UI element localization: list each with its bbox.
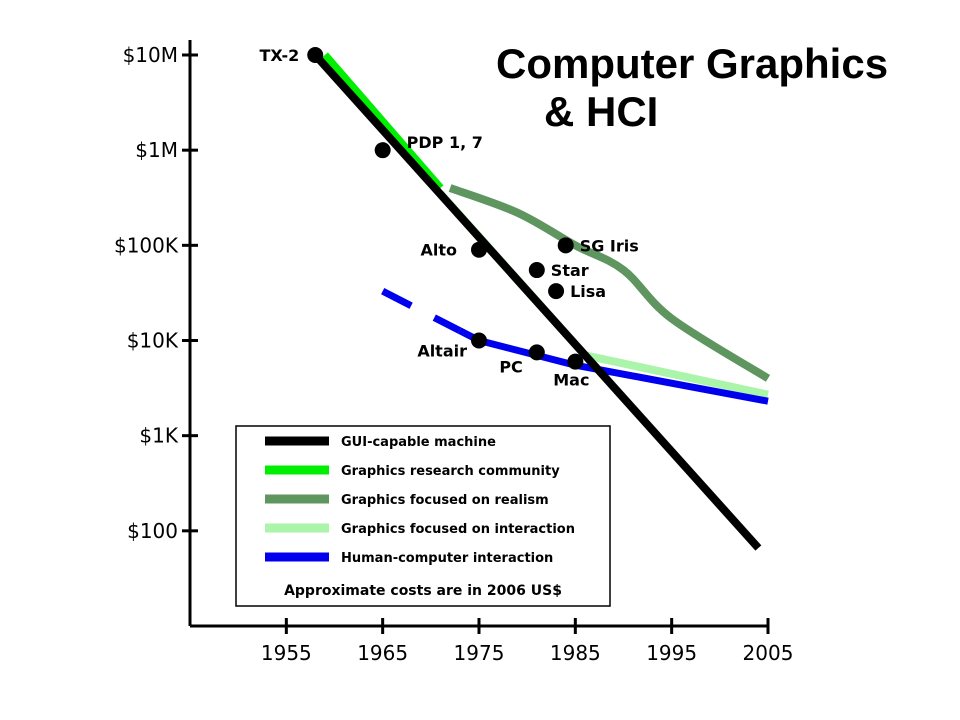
series-line-gui-capable-machine — [312, 52, 762, 551]
point-sg-iris — [557, 237, 574, 254]
point-alto — [471, 241, 487, 258]
chart-title-line-2: & HCI — [544, 88, 658, 135]
y-tick-label: $10K — [127, 329, 179, 353]
legend-entry: GUI-capable machine — [341, 435, 496, 450]
y-tick-label: $1K — [139, 424, 178, 448]
point-label-alto: Alto — [420, 241, 457, 260]
legend-box — [235, 425, 611, 607]
x-tick-label: 2005 — [743, 641, 794, 665]
legend-entry: Graphics focused on interaction — [341, 522, 575, 537]
y-tick-label: $100K — [114, 233, 179, 257]
x-tick-label: 1985 — [550, 641, 601, 665]
point-label-mac: Mac — [553, 371, 589, 390]
legend: GUI-capable machine Graphics research com… — [235, 425, 611, 607]
legend-entry: Graphics focused on realism — [341, 493, 549, 508]
series-line-human-computer-interaction-dashed — [381, 288, 462, 334]
legend-note: Approximate costs are in 2006 US$ — [284, 583, 562, 599]
points-layer: TX-2 PDP 1, 7 Alto SG Iris Star Lisa Altair PC M… — [260, 46, 639, 390]
point-pdp-1-7 — [374, 142, 391, 159]
series-line-human-computer-interaction — [458, 327, 769, 405]
series-layer — [312, 52, 771, 551]
x-tick-label: 1955 — [261, 641, 312, 665]
point-lisa — [548, 283, 565, 300]
point-label-pc: PC — [499, 357, 522, 376]
point-label-pdp-1-7: PDP 1, 7 — [407, 133, 483, 152]
title-layer: Computer Graphics & HCI — [496, 40, 888, 135]
point-label-star: Star — [551, 261, 589, 280]
x-tick-label: 1995 — [646, 641, 697, 665]
legend-entry: Human-computer interaction — [341, 551, 553, 566]
point-label-tx-2: TX-2 — [260, 46, 300, 65]
point-label-altair: Altair — [417, 342, 467, 361]
point-tx-2 — [307, 47, 324, 63]
legend-entry: Graphics research community — [341, 464, 560, 479]
point-altair — [471, 332, 487, 349]
x-tick-label: 1965 — [357, 641, 408, 665]
series-line-graphics-research-community — [321, 52, 444, 191]
y-tick-label: $1M — [135, 138, 178, 162]
point-mac — [567, 353, 584, 370]
point-pc — [528, 344, 545, 361]
y-tick-label: $10M — [123, 43, 178, 67]
point-label-lisa: Lisa — [570, 282, 606, 301]
x-tick-label: 1975 — [454, 641, 505, 665]
point-label-sg-iris: SG Iris — [580, 236, 639, 255]
point-star — [528, 262, 545, 279]
axes: $100 $1K $10K $100K $1M $10M 1955 1965 1975 1985 1… — [114, 40, 793, 665]
chart-title-line-1: Computer Graphics — [496, 40, 888, 87]
y-tick-label: $100 — [127, 519, 178, 543]
series-line-graphics-focused-on-realism — [448, 184, 771, 382]
